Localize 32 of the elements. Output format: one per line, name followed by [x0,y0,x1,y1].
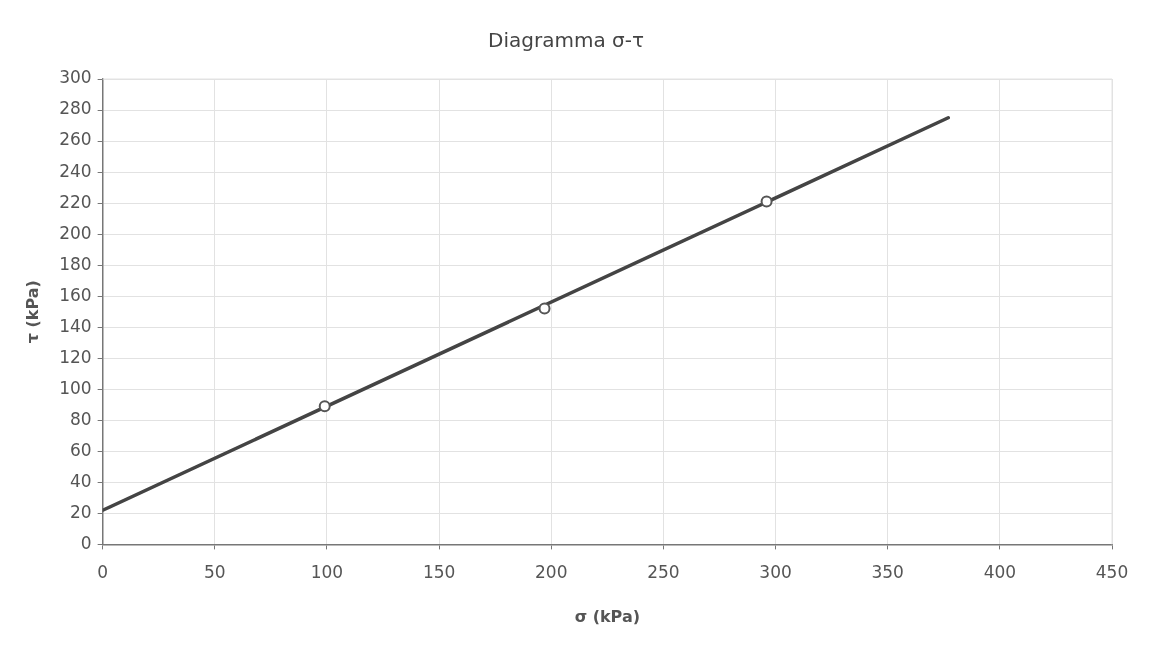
point [760,195,773,208]
x-axis-title: σ (kPa) [574,606,641,626]
chart-title: Diagramma σ-τ [488,28,644,53]
y-tick-label: 20 [70,501,92,522]
y-tick-label: 180 [59,253,92,274]
y-tick-label: 60 [70,439,92,460]
x-tick-label: 0 [97,562,109,583]
x-tick-label: 100 [310,562,344,583]
y-tick-label: 100 [59,377,92,398]
y-axis-title: τ (kPa) [22,280,42,344]
x-tick-label: 150 [422,562,456,583]
x-tick-label: 50 [203,562,226,583]
x-tick-label: 350 [871,562,904,583]
y-tick-label: 260 [59,129,92,150]
y-tick-label: 240 [59,160,92,181]
y-tick-label: 40 [70,470,92,491]
y-tick-label: 280 [59,98,92,119]
x-tick-label: 300 [759,562,792,583]
y-tick-label: 220 [59,191,92,212]
point [318,400,331,413]
y-tick-label: 300 [59,67,92,88]
x-tick-label: 400 [983,562,1017,583]
x-tick-label: 200 [535,562,568,583]
y-tick-label: 80 [70,408,92,429]
point [538,302,551,315]
x-tick-label: 250 [647,562,680,583]
y-tick-label: 120 [59,346,92,367]
x-tick-label: 450 [1095,562,1129,583]
y-tick-label: 160 [59,284,92,305]
y-tick-label: 0 [80,532,92,553]
y-tick-label: 200 [59,222,92,243]
y-tick-label: 140 [59,315,92,336]
